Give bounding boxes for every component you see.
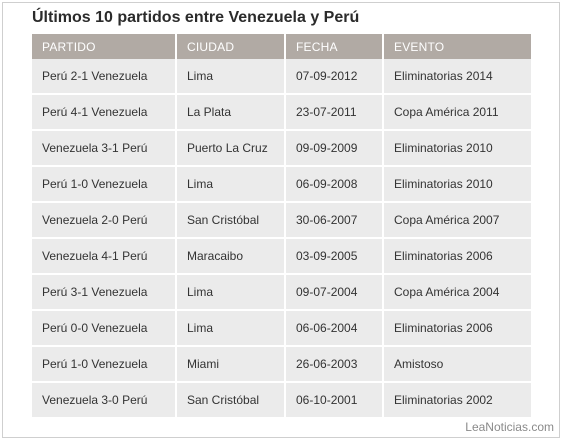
table-row: Perú 4-1 Venezuela La Plata 23-07-2011 C… [32, 94, 531, 131]
cell-fecha: 26-06-2003 [285, 346, 384, 383]
cell-fecha: 06-10-2001 [285, 382, 384, 419]
cell-evento: Copa América 2004 [383, 274, 531, 311]
cell-fecha: 07-09-2012 [285, 59, 384, 95]
cell-fecha: 09-09-2009 [285, 130, 384, 167]
cell-evento: Eliminatorias 2006 [383, 310, 531, 347]
cell-partido: Venezuela 3-1 Perú [32, 130, 177, 167]
cell-fecha: 23-07-2011 [285, 94, 384, 131]
image-frame [2, 2, 560, 438]
cell-ciudad: Maracaibo [176, 238, 286, 275]
cell-partido: Perú 0-0 Venezuela [32, 310, 177, 347]
cell-partido: Perú 2-1 Venezuela [32, 59, 177, 95]
cell-ciudad: Lima [176, 59, 286, 95]
table-row: Perú 3-1 Venezuela Lima 09-07-2004 Copa … [32, 274, 531, 311]
cell-ciudad: San Cristóbal [176, 202, 286, 239]
cell-partido: Perú 4-1 Venezuela [32, 94, 177, 131]
header-ciudad: CIUDAD [176, 34, 286, 59]
cell-partido: Venezuela 3-0 Perú [32, 382, 177, 419]
cell-fecha: 03-09-2005 [285, 238, 384, 275]
cell-evento: Eliminatorias 2010 [383, 166, 531, 203]
table-row: Perú 2-1 Venezuela Lima 07-09-2012 Elimi… [32, 59, 531, 95]
cell-partido: Perú 1-0 Venezuela [32, 346, 177, 383]
cell-fecha: 30-06-2007 [285, 202, 384, 239]
cell-fecha: 06-09-2008 [285, 166, 384, 203]
table-row: Perú 0-0 Venezuela Lima 06-06-2004 Elimi… [32, 310, 531, 347]
page-title: Últimos 10 partidos entre Venezuela y Pe… [32, 9, 360, 26]
cell-evento: Amistoso [383, 346, 531, 383]
cell-evento: Copa América 2007 [383, 202, 531, 239]
cell-partido: Perú 1-0 Venezuela [32, 166, 177, 203]
cell-ciudad: Lima [176, 274, 286, 311]
table-row: Venezuela 3-1 Perú Puerto La Cruz 09-09-… [32, 130, 531, 167]
cell-partido: Perú 3-1 Venezuela [32, 274, 177, 311]
matches-table: PARTIDO CIUDAD FECHA EVENTO Perú 2-1 Ven… [32, 34, 531, 419]
table-row: Venezuela 2-0 Perú San Cristóbal 30-06-2… [32, 202, 531, 239]
table-row: Venezuela 4-1 Perú Maracaibo 03-09-2005 … [32, 238, 531, 275]
cell-evento: Eliminatorias 2014 [383, 59, 531, 95]
cell-partido: Venezuela 4-1 Perú [32, 238, 177, 275]
table-row: Perú 1-0 Venezuela Lima 06-09-2008 Elimi… [32, 166, 531, 203]
cell-ciudad: Lima [176, 310, 286, 347]
cell-ciudad: Miami [176, 346, 286, 383]
cell-evento: Eliminatorias 2010 [383, 130, 531, 167]
cell-ciudad: San Cristóbal [176, 382, 286, 419]
header-fecha: FECHA [285, 34, 384, 59]
table-row: Venezuela 3-0 Perú San Cristóbal 06-10-2… [32, 382, 531, 419]
table-row: Perú 1-0 Venezuela Miami 26-06-2003 Amis… [32, 346, 531, 383]
header-evento: EVENTO [383, 34, 531, 59]
cell-ciudad: La Plata [176, 94, 286, 131]
cell-ciudad: Lima [176, 166, 286, 203]
cell-evento: Copa América 2011 [383, 94, 531, 131]
cell-evento: Eliminatorias 2002 [383, 382, 531, 419]
cell-evento: Eliminatorias 2006 [383, 238, 531, 275]
cell-fecha: 09-07-2004 [285, 274, 384, 311]
cell-fecha: 06-06-2004 [285, 310, 384, 347]
header-partido: PARTIDO [32, 34, 177, 59]
watermark-text: LeaNoticias.com [465, 420, 554, 434]
cell-partido: Venezuela 2-0 Perú [32, 202, 177, 239]
cell-ciudad: Puerto La Cruz [176, 130, 286, 167]
table-header-row: PARTIDO CIUDAD FECHA EVENTO [32, 34, 531, 59]
